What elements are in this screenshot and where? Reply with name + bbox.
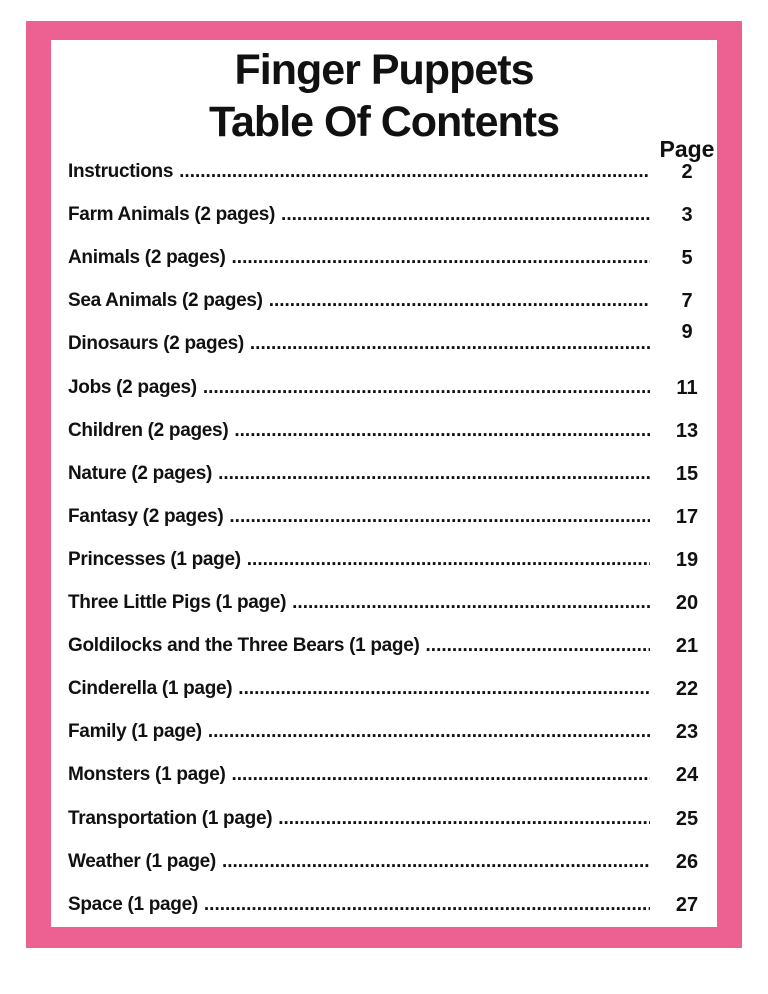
toc-row: Instructions ...........................… [51,141,717,184]
toc-row: Animals (2 pages) ......................… [51,227,717,270]
toc-item-label: Goldilocks and the Three Bears (1 page) [68,635,420,657]
dot-leader: ........................................… [292,592,650,614]
toc-item-page: 23 [675,721,699,744]
toc-row: Weather (1 page) .......................… [51,831,717,874]
toc-item-page: 22 [675,678,699,701]
page-column-header: Page [659,136,715,162]
toc-row: Monsters (1 page) ......................… [51,744,717,787]
toc-row: Farm Animals (2 pages) .................… [51,184,717,227]
toc-item-page: 26 [675,850,699,873]
toc-item-label: Dinosaurs (2 pages) [68,333,244,355]
toc-item-page: 19 [675,548,699,571]
dot-leader: ........................................… [207,721,650,743]
document-title: Finger Puppets Table Of Contents [51,40,717,148]
toc-item-page: 2 [681,161,693,184]
toc-item-label: Fantasy (2 pages) [68,505,224,527]
dot-leader: ........................................… [281,204,650,226]
dot-leader: ........................................… [179,161,650,183]
toc-row: Transportation (1 page) ................… [51,787,717,830]
dot-leader: ........................................… [249,333,650,355]
toc-item-page: 20 [675,592,699,615]
toc-item-label: Jobs (2 pages) [68,376,197,398]
toc-item-label: Princesses (1 page) [68,548,241,570]
toc-row: Children (2 pages) .....................… [51,400,717,443]
dot-leader: ........................................… [425,635,650,657]
dot-leader: ........................................… [268,290,650,312]
toc-row: Family (1 page) ........................… [51,701,717,744]
dot-leader: ........................................… [229,505,650,527]
dot-leader: ........................................… [231,247,650,269]
toc-item-page: 7 [681,290,693,313]
toc-item-page: 24 [675,764,699,787]
dot-leader: ........................................… [246,548,650,570]
toc-row: Fantasy (2 pages) ......................… [51,486,717,529]
toc-item-page: 15 [675,462,699,485]
toc-rows: Instructions ...........................… [51,141,717,917]
document-title-line1: Finger Puppets [234,46,535,94]
dot-leader: ........................................… [231,764,651,786]
dot-leader: ........................................… [238,678,650,700]
toc-item-label: Animals (2 pages) [68,247,226,269]
toc-item-label: Sea Animals (2 pages) [68,290,263,312]
page-content: Finger Puppets Table Of Contents Page In… [51,40,717,927]
dot-leader: ........................................… [203,893,650,915]
dot-leader: ........................................… [221,850,650,872]
toc-item-label: Cinderella (1 page) [68,678,233,700]
toc-item-label: Three Little Pigs (1 page) [68,592,287,614]
toc-item-label: Instructions [68,161,174,183]
toc-row: Nature (2 pages) .......................… [51,443,717,486]
toc-item-page: 11 [676,376,698,399]
toc-item-page: 5 [681,247,693,270]
toc-item-label: Weather (1 page) [68,850,216,872]
toc-item-page: 9 [681,321,693,344]
toc-row: Dinosaurs (2 pages) ....................… [51,313,717,356]
toc-row: Goldilocks and the Three Bears (1 page) … [51,615,717,658]
toc-item-label: Family (1 page) [68,721,202,743]
toc-item-label: Monsters (1 page) [68,764,226,786]
toc-item-label: Transportation (1 page) [68,807,273,829]
dot-leader: ........................................… [234,419,650,441]
toc-item-page: 3 [681,204,693,227]
toc-item-page: 25 [675,807,699,830]
toc-row: Space (1 page) .........................… [51,874,717,917]
toc-item-label: Children (2 pages) [68,419,229,441]
toc-row: Cinderella (1 page) ....................… [51,658,717,701]
dot-leader: ........................................… [202,376,650,398]
document-title-line2: Table Of Contents [208,98,560,146]
toc-item-page: 21 [675,635,699,658]
dot-leader: ........................................… [278,807,650,829]
toc-item-label: Space (1 page) [68,893,198,915]
toc-item-label: Farm Animals (2 pages) [68,204,276,226]
toc-item-page: 17 [675,505,699,528]
toc-item-page: 13 [675,419,699,442]
dot-leader: ........................................… [218,462,650,484]
toc-row: Jobs (2 pages) .........................… [51,356,717,399]
toc-row: Sea Animals (2 pages) ..................… [51,270,717,313]
toc-row: Princesses (1 page) ....................… [51,529,717,572]
toc-item-label: Nature (2 pages) [68,462,213,484]
pink-border-frame: Finger Puppets Table Of Contents Page In… [26,21,742,948]
toc-item-page: 27 [675,893,699,916]
toc-row: Three Little Pigs (1 page) .............… [51,572,717,615]
